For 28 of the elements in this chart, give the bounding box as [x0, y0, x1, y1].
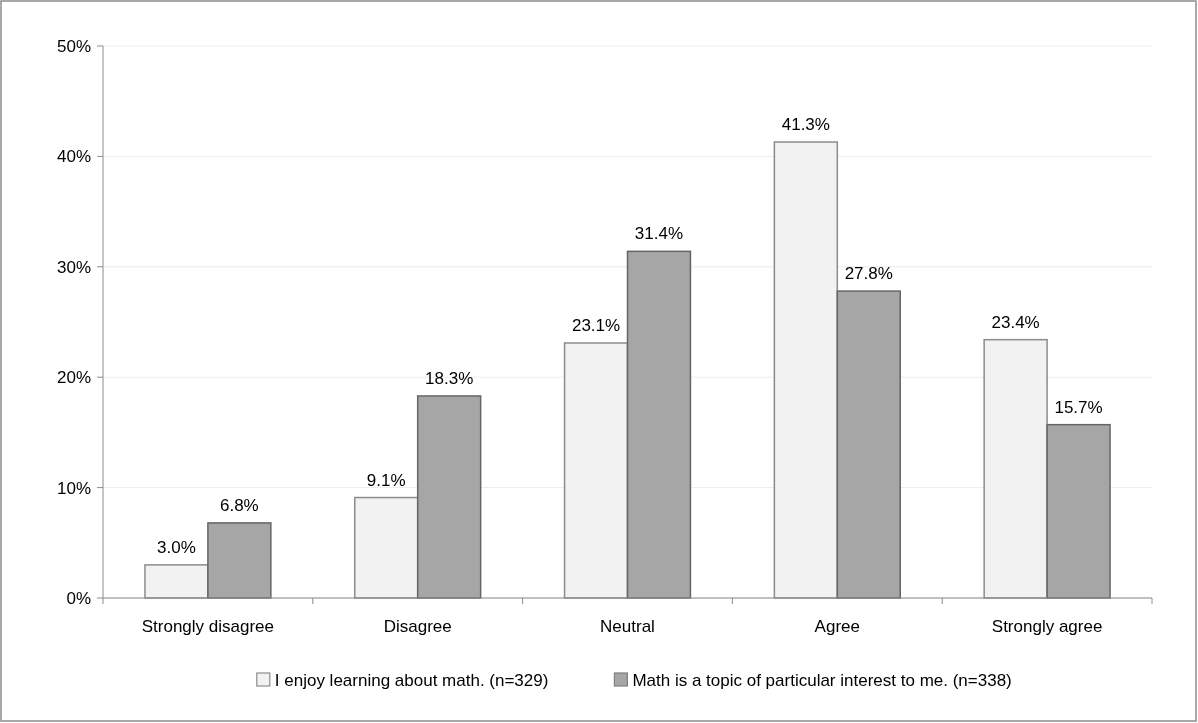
bar [1046, 423, 1111, 599]
y-tick-label: 40% [56, 147, 91, 167]
data-label: 3.0% [157, 537, 196, 557]
bar [836, 290, 901, 599]
bar [416, 395, 482, 599]
x-tick-label: Disagree [383, 617, 452, 636]
data-label: 41.3% [781, 115, 830, 135]
data-label: 23.4% [991, 312, 1040, 332]
y-tick-label: 30% [56, 257, 91, 277]
x-tick-label: Strongly disagree [141, 617, 275, 636]
x-tick-label: Strongly agree [991, 617, 1103, 636]
data-label: 18.3% [425, 368, 474, 388]
x-tick-label: Neutral [600, 617, 655, 636]
legend-label: I enjoy learning about math. (n=329) [274, 671, 549, 690]
legend-label: Math is a topic of particular interest to me. (n=338) [632, 671, 1012, 690]
data-label: 23.1% [571, 315, 621, 335]
y-tick-label: 20% [56, 368, 91, 388]
y-tick-label: 50% [56, 36, 91, 56]
bar [207, 522, 272, 599]
bar [626, 250, 692, 599]
data-label: 9.1% [366, 470, 406, 490]
data-label: 6.8% [219, 495, 259, 515]
data-label: 27.8% [844, 264, 893, 284]
y-tick-label: 10% [56, 478, 91, 498]
x-tick-label: Agree [814, 617, 860, 636]
data-label: 15.7% [1054, 397, 1103, 417]
data-label: 31.4% [634, 224, 684, 244]
y-tick-label: 0% [66, 588, 91, 608]
